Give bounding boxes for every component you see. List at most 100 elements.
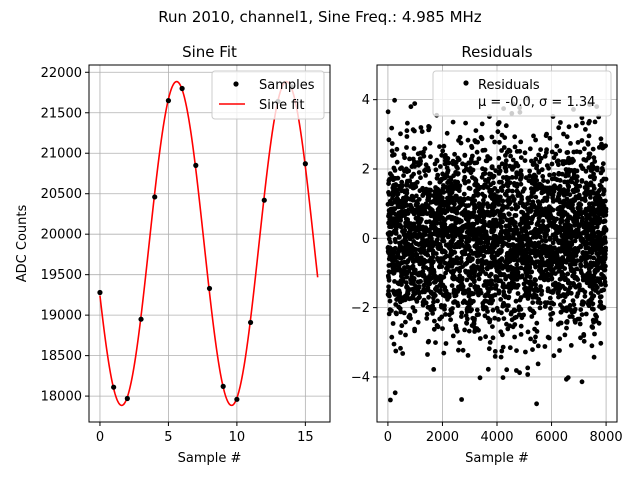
residual-point (398, 267, 404, 273)
residual-point (479, 219, 485, 225)
residual-point (547, 237, 553, 242)
residual-point (390, 321, 396, 326)
residual-point (490, 298, 496, 303)
residual-point (543, 150, 549, 155)
residual-point (385, 231, 391, 237)
residual-point (439, 188, 445, 194)
residual-point (410, 305, 416, 310)
y-tick-label: 0 (362, 232, 370, 247)
residual-point (440, 238, 445, 244)
residual-point (592, 159, 598, 164)
residual-point (524, 223, 530, 229)
residual-point (388, 239, 393, 245)
residual-point (586, 266, 592, 272)
residual-point (486, 261, 491, 267)
residual-point (508, 153, 513, 159)
residual-point (431, 326, 437, 332)
residual-point (562, 266, 568, 271)
residual-point (466, 303, 472, 309)
residual-point (465, 210, 471, 215)
residual-point (509, 227, 515, 233)
residual-point (459, 310, 465, 316)
residual-point (393, 348, 399, 354)
residual-point (506, 188, 512, 193)
residual-point (549, 258, 555, 264)
residual-point (528, 336, 533, 342)
residual-point (507, 345, 513, 351)
sample-point (234, 396, 240, 402)
residual-point (550, 240, 556, 246)
residual-point (392, 183, 398, 189)
residual-point (575, 258, 580, 263)
residual-point (451, 276, 456, 282)
residual-point (428, 213, 434, 219)
residual-point (402, 297, 408, 303)
residual-point (515, 204, 521, 210)
residual-point (506, 295, 511, 301)
residual-point (489, 209, 494, 215)
y-tick-label: 19000 (41, 309, 82, 324)
residual-point (560, 200, 565, 206)
residual-point (575, 140, 581, 145)
residual-point (395, 212, 401, 218)
residual-point (546, 204, 552, 210)
residual-point (601, 273, 606, 279)
residual-point (480, 208, 485, 214)
residual-point (436, 195, 441, 201)
residual-point (500, 243, 505, 249)
residual-point (412, 326, 417, 332)
sine-fit-title: Sine Fit (182, 43, 237, 61)
residual-point (403, 242, 409, 248)
residual-point (462, 327, 467, 333)
residual-point (587, 182, 593, 188)
residual-point (551, 288, 556, 294)
residual-point (571, 270, 577, 276)
residual-point (469, 270, 474, 276)
x-tick-label: 6000 (535, 430, 568, 445)
residual-point (588, 260, 594, 266)
residual-point (578, 258, 584, 263)
residual-point (456, 347, 461, 353)
residual-point (572, 209, 577, 215)
residual-point (512, 254, 518, 260)
residual-point (477, 212, 483, 218)
residual-point (469, 307, 474, 313)
residual-point (597, 250, 603, 256)
residual-point (415, 227, 420, 233)
residual-point (565, 290, 571, 296)
residual-point (535, 199, 541, 205)
residual-point (499, 132, 505, 138)
residual-point (386, 247, 392, 252)
residual-point (423, 173, 428, 178)
residual-point (589, 306, 595, 312)
residual-point (595, 190, 600, 196)
residual-point (491, 262, 497, 268)
residual-point (600, 240, 605, 245)
residual-point (501, 285, 507, 290)
residual-point (515, 193, 521, 199)
residual-point (430, 311, 435, 316)
residual-point (515, 282, 521, 288)
residual-point (509, 206, 515, 212)
residual-point (527, 178, 533, 184)
residual-point (444, 253, 449, 259)
residual-point (403, 208, 409, 214)
residual-point (481, 197, 486, 203)
residual-point (431, 193, 437, 198)
residual-point (404, 145, 409, 150)
residual-point (455, 256, 460, 261)
residual-point (421, 265, 426, 270)
residual-point (508, 266, 514, 272)
residual-point (480, 204, 485, 210)
residual-point (529, 260, 534, 266)
residual-point (492, 292, 498, 298)
residual-point (394, 311, 399, 317)
residual-point (500, 281, 506, 287)
residual-point (518, 181, 524, 187)
residuals-legend: Residuals μ = -0.0, σ = 1.34 (432, 70, 612, 117)
residual-point (601, 176, 607, 182)
residual-point (482, 171, 488, 176)
residual-point (565, 271, 571, 277)
residual-point (577, 149, 583, 155)
residual-point (545, 271, 551, 277)
